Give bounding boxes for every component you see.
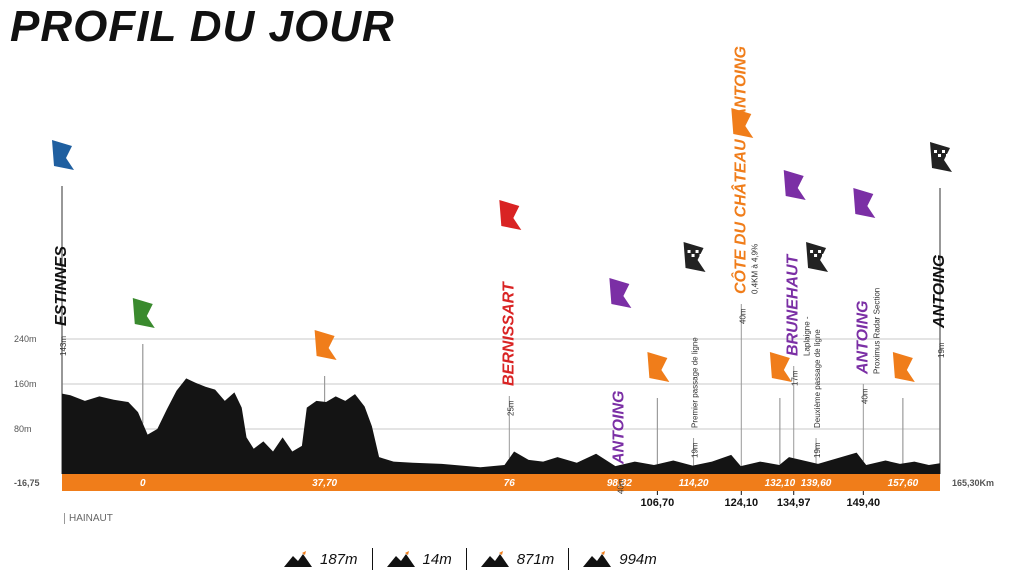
marker-c-te-du-ch-teau-d-antoing: CÔTE DU CHÂTEAU D'ANTOING 0,4KM à 4,9% 40m bbox=[730, 46, 759, 324]
checker-icon bbox=[818, 250, 822, 253]
marker-bernissart: BERNISSART 25m bbox=[499, 200, 522, 416]
marker-elevation: 19m bbox=[813, 442, 822, 458]
marker-elevation: 143m bbox=[59, 336, 68, 356]
marker-note: Proximus Radar Section bbox=[872, 288, 881, 374]
mountain-flag-icon bbox=[480, 551, 509, 567]
km-label: 149,40 bbox=[846, 497, 880, 509]
start-km-label: -16,75 bbox=[14, 478, 40, 488]
marker-sprint bbox=[647, 352, 670, 382]
legend-value: 871m bbox=[516, 550, 555, 568]
sprint-flag-icon bbox=[314, 330, 337, 360]
marker-sprint bbox=[314, 330, 337, 360]
marker-premier-passage-de-ligne: Premier passage de ligne 19m bbox=[683, 242, 706, 458]
marker-elevation: 19m bbox=[691, 442, 700, 458]
y-tick-label: 80m bbox=[14, 424, 32, 434]
go-flag-icon bbox=[132, 298, 155, 328]
marker-label: Deuxième passage de ligne bbox=[813, 329, 822, 428]
checker-icon bbox=[942, 150, 945, 153]
legend-item: 994m bbox=[569, 551, 671, 568]
marker-note: Laplaigne - bbox=[803, 316, 812, 356]
km-bar bbox=[62, 474, 940, 491]
legend: 187m 14m 871m 994m bbox=[270, 548, 671, 570]
checker-icon bbox=[946, 154, 949, 157]
marker-antoing: ANTOING 19m bbox=[930, 142, 952, 358]
checker-icon bbox=[934, 150, 937, 153]
marker-antoing: ANTOING Proximus Radar Section 40m bbox=[853, 188, 881, 404]
region-label: HAINAUT bbox=[64, 513, 113, 524]
km-label: 139,60 bbox=[801, 478, 832, 489]
legend-item: 871m bbox=[467, 551, 569, 568]
mountain-flag-icon bbox=[583, 551, 612, 567]
legend-separator bbox=[465, 548, 467, 570]
legend-value: 14m bbox=[422, 550, 452, 568]
sprint-flag-icon bbox=[892, 352, 915, 382]
km-label: 106,70 bbox=[641, 497, 675, 509]
marker-elevation: 17m bbox=[791, 370, 800, 386]
marker-label: ANTOING bbox=[854, 301, 871, 375]
marker-antoing: ANTOING 40m bbox=[609, 278, 632, 494]
marker-estinnes: ESTINNES 143m bbox=[52, 140, 74, 356]
checker-icon bbox=[822, 254, 826, 257]
marker-go bbox=[132, 298, 155, 328]
checker-icon bbox=[814, 254, 818, 257]
checker-icon bbox=[691, 254, 695, 257]
elevation-profile-chart: 0 37,70 76 98,82 106,70 114,20 124,10 132,10 134… bbox=[14, 46, 994, 509]
markers: ESTINNES 143m BERNISSART 25m ANTOING 40m Premi… bbox=[52, 46, 952, 494]
marker-label: CÔTE DU CHÂTEAU D'ANTOING bbox=[730, 46, 749, 294]
marker-label: BRUNEHAUT bbox=[785, 253, 802, 356]
axis-labels: 240m 160m 80m -16,75 165,30Km bbox=[14, 334, 994, 488]
marker-label: ESTINNES bbox=[53, 246, 70, 326]
marker-elevation: 40m bbox=[738, 308, 747, 324]
km-label: 76 bbox=[504, 478, 516, 489]
km-label: 37,70 bbox=[312, 478, 337, 489]
ravito-flag-icon bbox=[499, 200, 522, 230]
km-label: 124,10 bbox=[724, 497, 758, 509]
marker-deuxi-me-passage-de-ligne: Deuxième passage de ligne 19m bbox=[806, 242, 829, 458]
checker-icon bbox=[695, 250, 699, 253]
legend-value: 994m bbox=[619, 550, 657, 568]
marker-label: ANTOING bbox=[610, 391, 627, 465]
km-label: 114,20 bbox=[679, 478, 709, 489]
y-tick-label: 160m bbox=[14, 379, 37, 389]
marker-label: ANTOING bbox=[931, 255, 948, 329]
sprint-s-flag-icon bbox=[609, 278, 632, 308]
legend-item: 187m bbox=[270, 551, 372, 568]
page-title: PROFIL DU JOUR bbox=[10, 2, 395, 51]
marker-note: 0,4KM à 4,9% bbox=[750, 244, 759, 294]
km-label: 132,10 bbox=[765, 478, 796, 489]
legend-value: 187m bbox=[320, 550, 358, 568]
y-tick-label: 240m bbox=[14, 334, 37, 344]
sprint-s-flag-icon bbox=[853, 188, 876, 218]
sprint-flag-icon bbox=[769, 352, 792, 382]
checker-icon bbox=[938, 154, 941, 157]
marker-label: Premier passage de ligne bbox=[691, 337, 700, 428]
marker-sprint bbox=[769, 352, 792, 382]
km-label: 0 bbox=[140, 478, 146, 489]
checker-icon bbox=[810, 250, 814, 253]
end-km-label: 165,30Km bbox=[952, 478, 994, 488]
marker-elevation: 40m bbox=[616, 478, 625, 494]
km-label: 134,97 bbox=[777, 497, 811, 509]
legend-separator bbox=[371, 548, 373, 570]
mountain-flag-icon bbox=[386, 551, 415, 567]
climb-flag-icon bbox=[731, 108, 754, 138]
legend-item: 14m bbox=[373, 551, 466, 568]
checker-icon bbox=[687, 250, 691, 253]
mountain-flag-icon bbox=[284, 551, 312, 567]
km-ticks: 0 37,70 76 98,82 106,70 114,20 124,10 132,10 134… bbox=[140, 478, 919, 509]
km-label: 98,82 bbox=[607, 478, 632, 489]
sprint-s-flag-icon bbox=[783, 170, 806, 200]
km-label: 157,60 bbox=[888, 478, 919, 489]
marker-elevation: 25m bbox=[506, 400, 515, 416]
profile-area bbox=[62, 378, 940, 474]
start-flag-icon bbox=[52, 140, 74, 170]
legend-separator bbox=[568, 548, 570, 570]
marker-label: BERNISSART bbox=[500, 281, 517, 386]
marker-sprint bbox=[892, 352, 915, 382]
marker-brunehaut: BRUNEHAUT Laplaigne - 17m bbox=[783, 170, 812, 386]
checker-icon bbox=[699, 254, 703, 257]
marker-elevation: 19m bbox=[937, 342, 946, 358]
marker-elevation: 40m bbox=[860, 388, 869, 404]
sprint-flag-icon bbox=[647, 352, 670, 382]
